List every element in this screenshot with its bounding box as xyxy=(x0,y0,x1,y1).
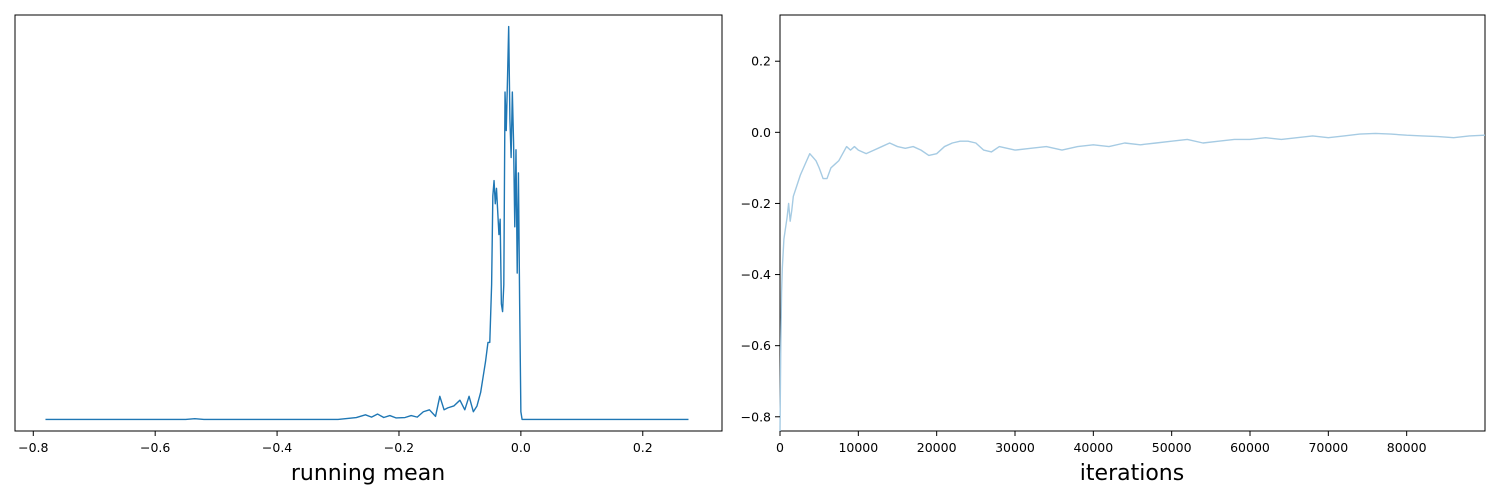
x-tick-label: 0.0 xyxy=(511,440,531,455)
x-tick-label: 30000 xyxy=(995,440,1035,455)
right-y-ticks: −0.8 −0.6 −0.4 −0.2 0.0 0.2 xyxy=(741,54,780,424)
y-tick-label: −0.2 xyxy=(741,196,771,211)
right-x-axis-title: iterations xyxy=(1080,461,1184,486)
x-tick-label: −0.6 xyxy=(140,440,170,455)
x-tick-label: −0.4 xyxy=(262,440,292,455)
y-tick-label: 0.0 xyxy=(751,125,771,140)
x-tick-label: 70000 xyxy=(1308,440,1348,455)
x-tick-label: −0.8 xyxy=(18,440,48,455)
y-tick-label: 0.2 xyxy=(751,54,771,69)
x-tick-label: 80000 xyxy=(1387,440,1427,455)
x-tick-label: 10000 xyxy=(838,440,878,455)
x-tick-label: 0.2 xyxy=(633,440,653,455)
left-x-axis-title: running mean xyxy=(291,461,445,486)
trace-panel: 0 10000 20000 30000 40000 50000 60000 70000 8000… xyxy=(741,14,1486,486)
y-tick-label: −0.6 xyxy=(741,338,771,353)
series-line-0 xyxy=(45,25,689,421)
x-tick-label: 20000 xyxy=(917,440,957,455)
series-line-0 xyxy=(779,132,1486,432)
histogram-panel: −0.8 −0.6 −0.4 −0.2 0.0 0.2 running mean xyxy=(14,14,723,486)
y-tick-label: −0.8 xyxy=(741,409,771,424)
x-tick-label: −0.2 xyxy=(384,440,414,455)
x-tick-label: 40000 xyxy=(1073,440,1113,455)
y-tick-label: −0.4 xyxy=(741,267,771,282)
right-x-ticks: 0 10000 20000 30000 40000 50000 60000 70000 8000… xyxy=(776,431,1427,455)
left-series-marks xyxy=(45,25,689,421)
left-x-ticks: −0.8 −0.6 −0.4 −0.2 0.0 0.2 xyxy=(18,431,653,455)
x-tick-label: 60000 xyxy=(1230,440,1270,455)
plot-area-frame-left xyxy=(14,14,723,432)
plot-area-frame-right xyxy=(779,14,1486,432)
x-tick-label: 50000 xyxy=(1152,440,1192,455)
x-tick-label: 0 xyxy=(776,440,784,455)
right-series-marks xyxy=(779,132,1486,432)
